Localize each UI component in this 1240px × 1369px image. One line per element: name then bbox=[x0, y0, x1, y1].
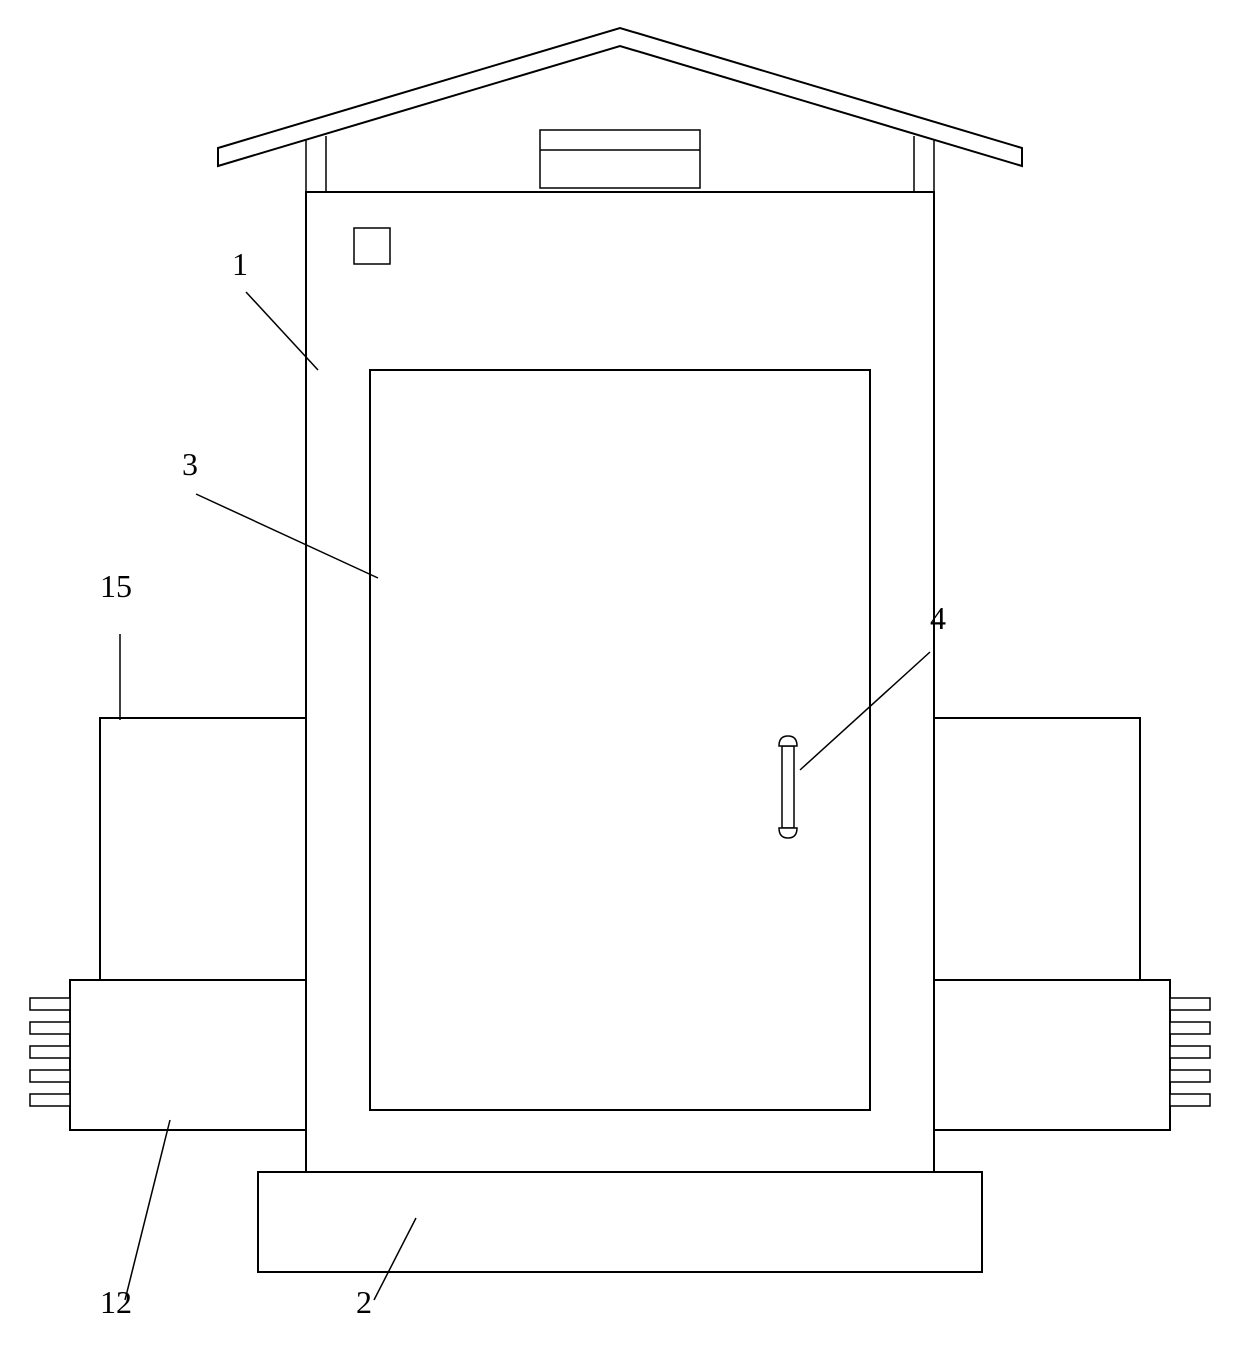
callout-label: 15 bbox=[100, 568, 132, 605]
callout-label: 12 bbox=[100, 1284, 132, 1321]
callout-label: 1 bbox=[232, 246, 248, 283]
callout-label: 3 bbox=[182, 446, 198, 483]
technical-diagram bbox=[0, 0, 1240, 1369]
callout-label: 4 bbox=[930, 600, 946, 637]
callout-label: 2 bbox=[356, 1284, 372, 1321]
